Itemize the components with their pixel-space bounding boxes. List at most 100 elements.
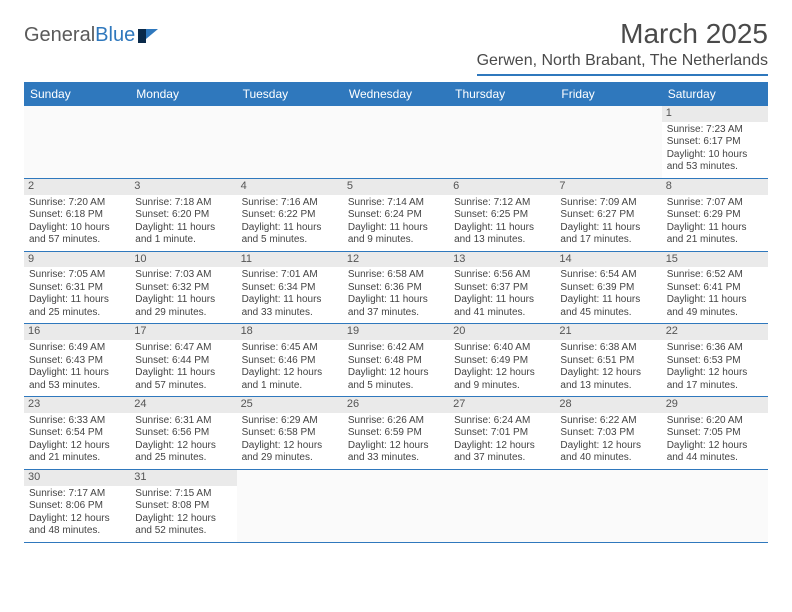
day-number: 18 [237,324,343,340]
weekday-label: Tuesday [237,82,343,106]
sunrise-text: Sunrise: 6:42 AM [348,342,444,355]
weekday-label: Monday [130,82,236,106]
sunrise-text: Sunrise: 6:22 AM [560,415,656,428]
day-number: 12 [343,252,449,268]
calendar-day: 12Sunrise: 6:58 AMSunset: 6:36 PMDayligh… [343,252,449,324]
daylight-text: Daylight: 12 hours [348,440,444,453]
sunrise-text: Sunrise: 6:49 AM [29,342,125,355]
day-number: 4 [237,179,343,195]
day-number: 15 [662,252,768,268]
day-number: 24 [130,397,236,413]
daylight-text: Daylight: 11 hours [135,222,231,235]
sunset-text: Sunset: 6:41 PM [667,282,763,295]
day-number: 22 [662,324,768,340]
daylight-text: Daylight: 11 hours [242,294,338,307]
calendar-day: 3Sunrise: 7:18 AMSunset: 6:20 PMDaylight… [130,179,236,251]
sunrise-text: Sunrise: 6:58 AM [348,269,444,282]
sunset-text: Sunset: 8:06 PM [29,500,125,513]
calendar-day-empty [237,106,343,178]
weekday-label: Sunday [24,82,130,106]
logo-text-2: Blue [95,24,135,47]
day-number: 3 [130,179,236,195]
daylight-text: Daylight: 11 hours [348,222,444,235]
sunset-text: Sunset: 7:03 PM [560,427,656,440]
daylight-text: and 49 minutes. [667,307,763,320]
calendar-day: 6Sunrise: 7:12 AMSunset: 6:25 PMDaylight… [449,179,555,251]
daylight-text: and 33 minutes. [348,452,444,465]
daylight-text: and 29 minutes. [135,307,231,320]
calendar-day: 26Sunrise: 6:26 AMSunset: 6:59 PMDayligh… [343,397,449,469]
daylight-text: and 13 minutes. [454,234,550,247]
day-number: 6 [449,179,555,195]
calendar-day: 11Sunrise: 7:01 AMSunset: 6:34 PMDayligh… [237,252,343,324]
calendar-day: 13Sunrise: 6:56 AMSunset: 6:37 PMDayligh… [449,252,555,324]
calendar-day-empty [343,470,449,542]
daylight-text: and 53 minutes. [29,380,125,393]
daylight-text: and 40 minutes. [560,452,656,465]
daylight-text: Daylight: 11 hours [29,367,125,380]
daylight-text: and 29 minutes. [242,452,338,465]
calendar-day: 4Sunrise: 7:16 AMSunset: 6:22 PMDaylight… [237,179,343,251]
daylight-text: and 1 minute. [135,234,231,247]
day-number: 1 [662,106,768,122]
sunrise-text: Sunrise: 6:40 AM [454,342,550,355]
day-number: 27 [449,397,555,413]
sunset-text: Sunset: 6:32 PM [135,282,231,295]
day-number: 17 [130,324,236,340]
month-title: March 2025 [477,18,768,50]
daylight-text: and 21 minutes. [667,234,763,247]
sunrise-text: Sunrise: 6:29 AM [242,415,338,428]
daylight-text: and 25 minutes. [29,307,125,320]
sunset-text: Sunset: 6:56 PM [135,427,231,440]
day-number: 14 [555,252,661,268]
calendar-day: 30Sunrise: 7:17 AMSunset: 8:06 PMDayligh… [24,470,130,542]
calendar-page: GeneralBlue March 2025 Gerwen, North Bra… [0,0,792,543]
sunrise-text: Sunrise: 6:52 AM [667,269,763,282]
calendar-day-empty [237,470,343,542]
daylight-text: Daylight: 12 hours [242,367,338,380]
calendar-day: 5Sunrise: 7:14 AMSunset: 6:24 PMDaylight… [343,179,449,251]
daylight-text: and 13 minutes. [560,380,656,393]
sunrise-text: Sunrise: 7:16 AM [242,197,338,210]
sunrise-text: Sunrise: 7:12 AM [454,197,550,210]
calendar-week: 2Sunrise: 7:20 AMSunset: 6:18 PMDaylight… [24,179,768,252]
day-number: 7 [555,179,661,195]
daylight-text: Daylight: 12 hours [667,367,763,380]
calendar-day: 25Sunrise: 6:29 AMSunset: 6:58 PMDayligh… [237,397,343,469]
sunrise-text: Sunrise: 6:33 AM [29,415,125,428]
sunrise-text: Sunrise: 7:23 AM [667,124,763,137]
sunrise-text: Sunrise: 7:18 AM [135,197,231,210]
sunrise-text: Sunrise: 7:07 AM [667,197,763,210]
sunset-text: Sunset: 6:18 PM [29,209,125,222]
sunset-text: Sunset: 6:54 PM [29,427,125,440]
sunrise-text: Sunrise: 6:24 AM [454,415,550,428]
daylight-text: Daylight: 11 hours [667,294,763,307]
weekday-header: SundayMondayTuesdayWednesdayThursdayFrid… [24,82,768,106]
daylight-text: Daylight: 12 hours [454,367,550,380]
sunset-text: Sunset: 6:29 PM [667,209,763,222]
calendar-day: 2Sunrise: 7:20 AMSunset: 6:18 PMDaylight… [24,179,130,251]
weekday-label: Friday [555,82,661,106]
daylight-text: Daylight: 12 hours [348,367,444,380]
sunrise-text: Sunrise: 6:54 AM [560,269,656,282]
daylight-text: Daylight: 11 hours [135,367,231,380]
sunset-text: Sunset: 6:27 PM [560,209,656,222]
logo-text-1: General [24,24,95,47]
sunset-text: Sunset: 6:59 PM [348,427,444,440]
flag-icon [138,27,160,43]
sunset-text: Sunset: 6:34 PM [242,282,338,295]
daylight-text: Daylight: 11 hours [348,294,444,307]
calendar-day-empty [24,106,130,178]
calendar-week: 1Sunrise: 7:23 AMSunset: 6:17 PMDaylight… [24,106,768,179]
daylight-text: and 57 minutes. [135,380,231,393]
sunset-text: Sunset: 8:08 PM [135,500,231,513]
sunset-text: Sunset: 6:31 PM [29,282,125,295]
calendar-day: 9Sunrise: 7:05 AMSunset: 6:31 PMDaylight… [24,252,130,324]
daylight-text: and 9 minutes. [454,380,550,393]
calendar-day: 17Sunrise: 6:47 AMSunset: 6:44 PMDayligh… [130,324,236,396]
sunset-text: Sunset: 6:24 PM [348,209,444,222]
weekday-label: Thursday [449,82,555,106]
daylight-text: and 17 minutes. [667,380,763,393]
sunrise-text: Sunrise: 6:56 AM [454,269,550,282]
daylight-text: and 41 minutes. [454,307,550,320]
